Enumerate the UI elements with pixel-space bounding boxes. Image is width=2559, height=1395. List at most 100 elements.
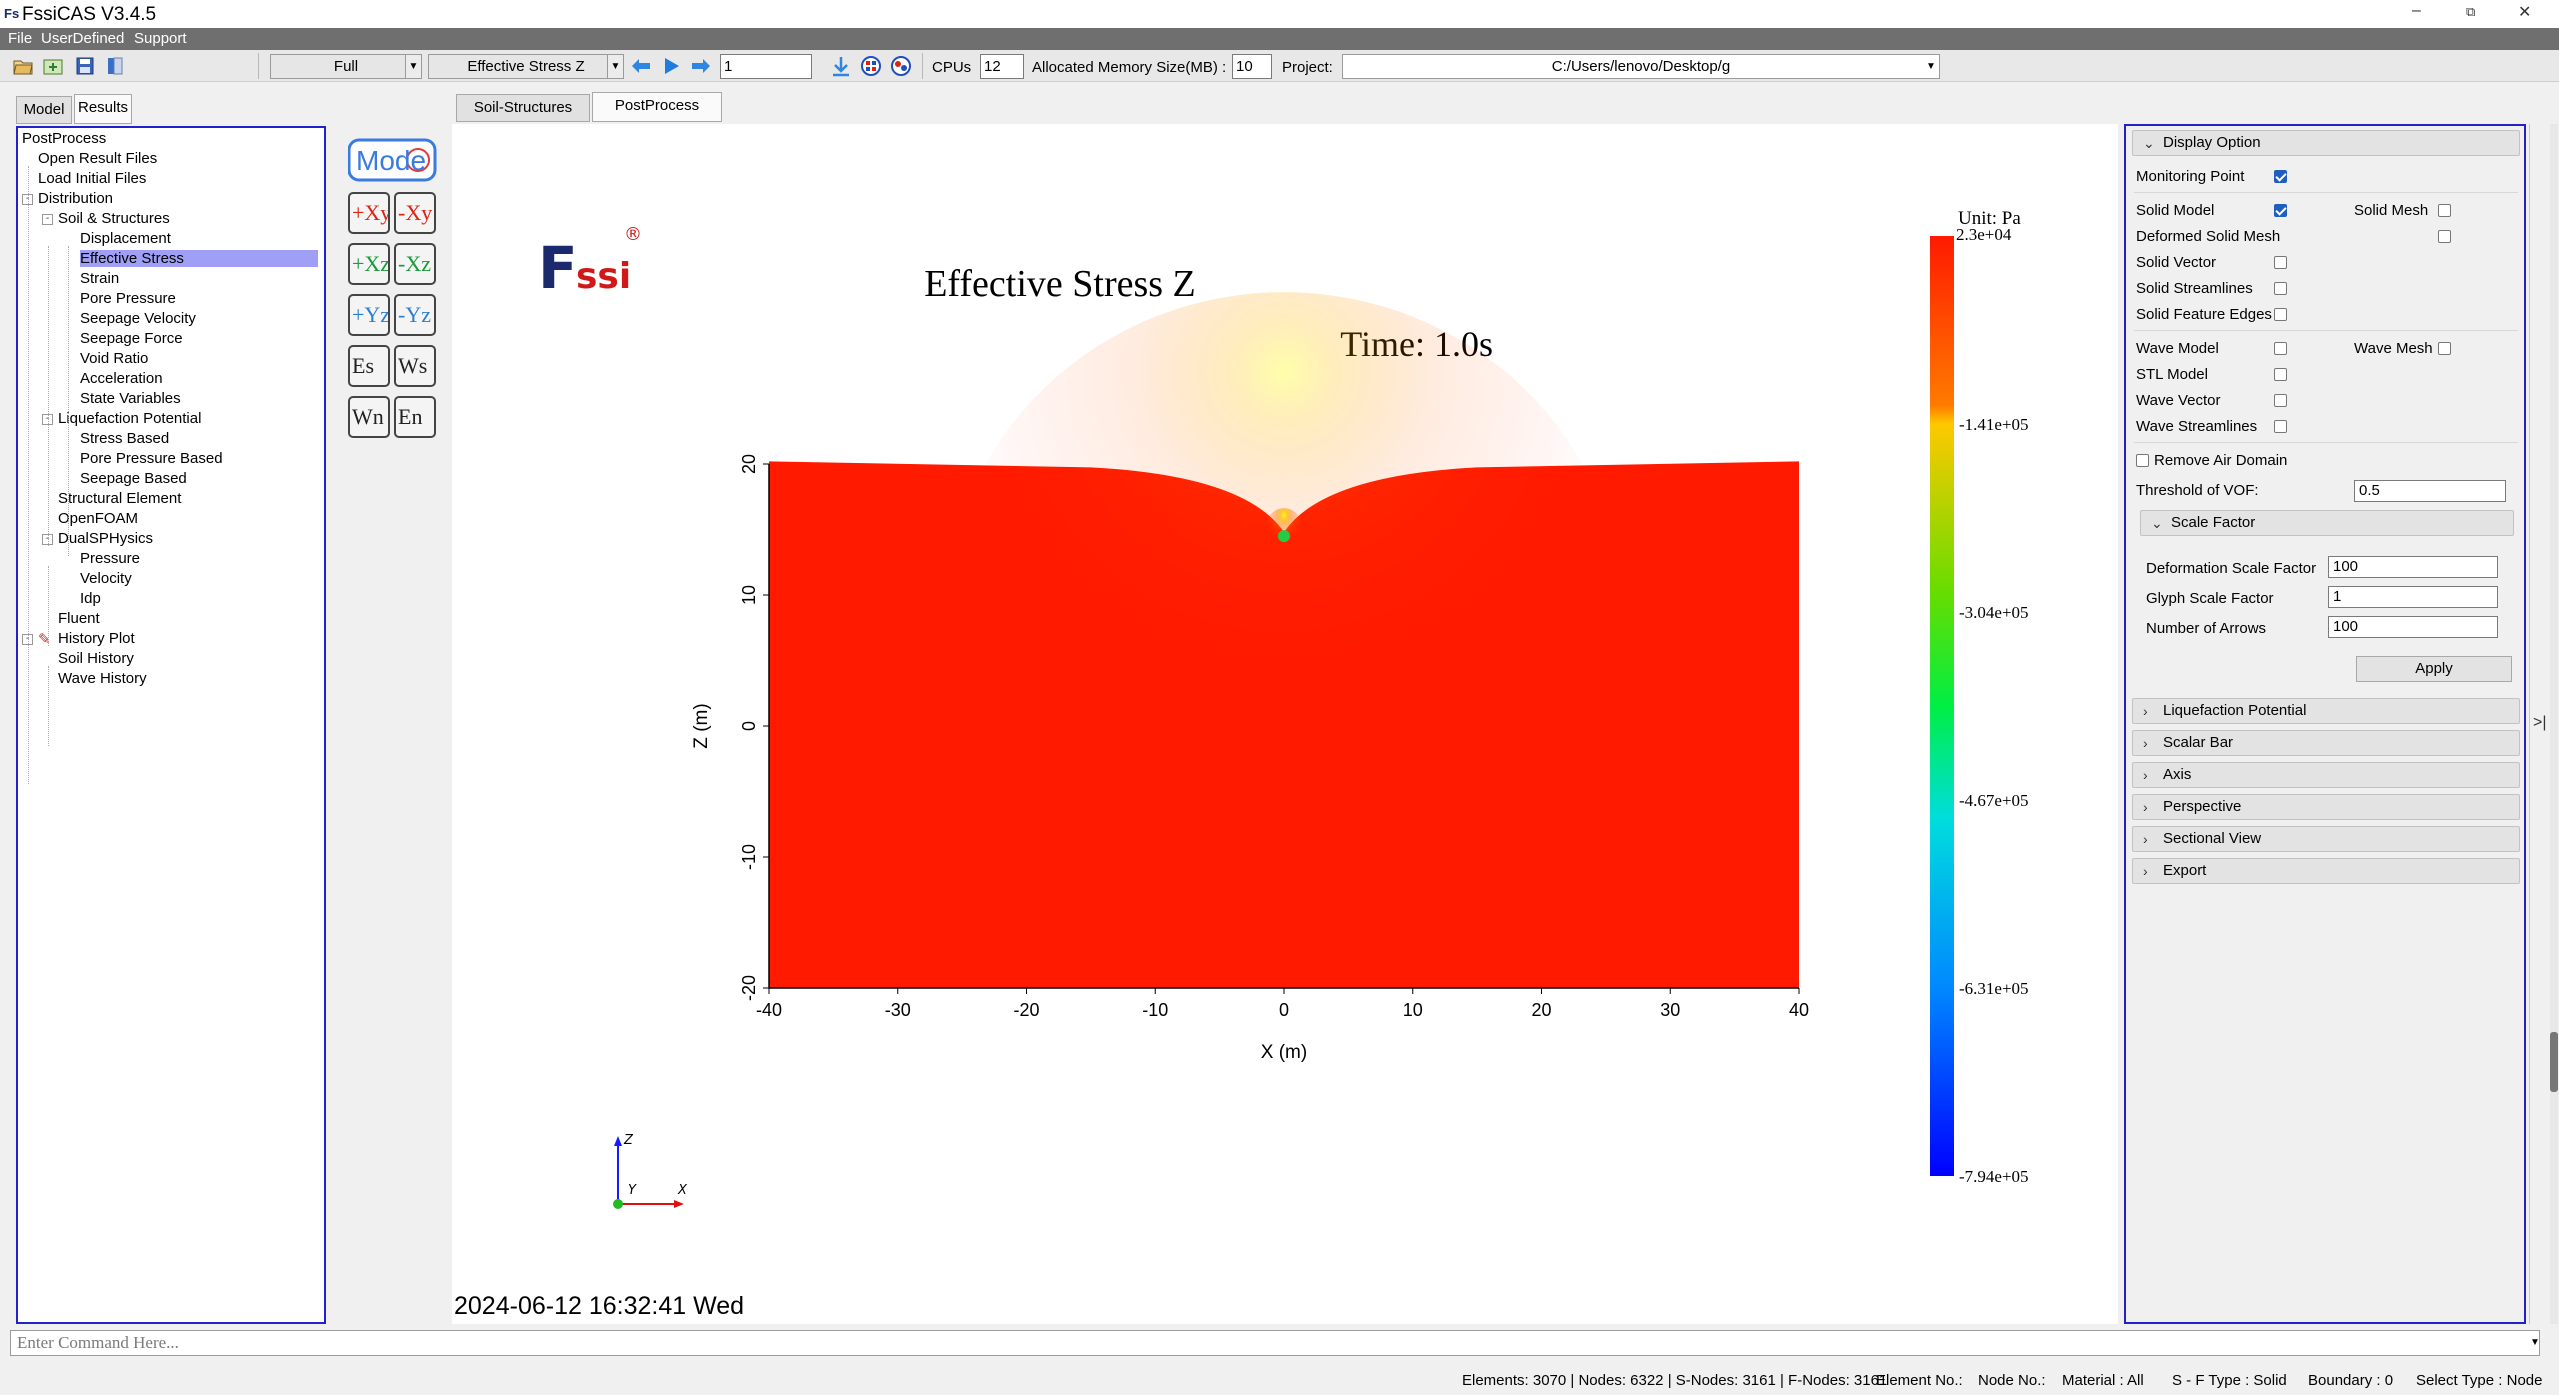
tree-expander-icon[interactable]: -: [22, 194, 33, 205]
step-input[interactable]: 1: [720, 54, 812, 79]
solid-mesh-checkbox[interactable]: [2438, 204, 2451, 217]
project-select[interactable]: C:/Users/lenovo/Desktop/g ▼: [1342, 54, 1940, 79]
layout-icon[interactable]: [104, 55, 126, 77]
minimize-icon[interactable]: –: [2412, 2, 2421, 19]
apply-button[interactable]: Apply: [2356, 656, 2512, 682]
monitoring-point-checkbox[interactable]: [2274, 170, 2287, 183]
field-select[interactable]: Effective Stress Z ▼: [428, 54, 624, 79]
menu-support[interactable]: Support: [134, 30, 187, 47]
deformation-scale-input[interactable]: 100: [2328, 556, 2498, 578]
tree-expander-icon[interactable]: -: [42, 414, 53, 425]
menu-file[interactable]: File: [8, 30, 33, 47]
tree-item[interactable]: Effective Stress: [80, 250, 318, 267]
solid-vector-checkbox[interactable]: [2274, 256, 2287, 269]
tree-item[interactable]: Pressure: [80, 550, 141, 567]
tree-item[interactable]: Displacement: [80, 230, 171, 247]
section-export[interactable]: › Export: [2132, 858, 2520, 884]
solid-model-checkbox[interactable]: [2274, 204, 2287, 217]
view-mode-select[interactable]: Full ▼: [270, 54, 422, 79]
view-button-xz-neg[interactable]: -Xz: [394, 243, 436, 285]
section-display-option[interactable]: ⌄ Display Option: [2132, 130, 2520, 156]
panel-collapse-strip[interactable]: >|: [2529, 124, 2547, 1324]
tree-item[interactable]: Seepage Based: [80, 470, 187, 487]
render-viewport[interactable]: F ssi ® Effective Stress Z Time: 1.0s -4…: [452, 124, 2118, 1324]
deformed-solid-mesh-checkbox[interactable]: [2438, 230, 2451, 243]
tree-item[interactable]: Velocity: [80, 570, 132, 587]
remove-air-domain-checkbox[interactable]: [2136, 454, 2149, 467]
view-button-xz[interactable]: +Xz: [348, 243, 390, 285]
tree-item[interactable]: Structural Element: [58, 490, 182, 507]
tree-item[interactable]: OpenFOAM: [58, 510, 139, 527]
tree-item[interactable]: Distribution: [38, 190, 114, 207]
tree-root[interactable]: PostProcess: [22, 130, 107, 147]
section-sectional-view[interactable]: › Sectional View: [2132, 826, 2520, 852]
solid-streamlines-checkbox[interactable]: [2274, 282, 2287, 295]
vertical-scrollbar[interactable]: [2550, 124, 2558, 1324]
solid-feature-edges-checkbox[interactable]: [2274, 308, 2287, 321]
command-input[interactable]: Enter Command Here...: [10, 1330, 2540, 1356]
tree-expander-icon[interactable]: -: [42, 534, 53, 545]
view-button-xy-neg[interactable]: -Xy: [394, 192, 436, 234]
tree-item[interactable]: Strain: [80, 270, 120, 287]
wave-vector-checkbox[interactable]: [2274, 394, 2287, 407]
wave-model-checkbox[interactable]: [2274, 342, 2287, 355]
view-button-yz-neg[interactable]: -Yz: [394, 294, 436, 336]
tree-item[interactable]: Load Initial Files: [38, 170, 147, 187]
tree-item[interactable]: Stress Based: [80, 430, 170, 447]
download-icon[interactable]: [830, 55, 852, 77]
save-icon[interactable]: [74, 55, 96, 77]
mode-button[interactable]: Mode: [348, 138, 438, 182]
tree-item[interactable]: Void Ratio: [80, 350, 149, 367]
step-forward-icon[interactable]: [690, 55, 712, 77]
play-icon[interactable]: [660, 55, 682, 77]
view-button-en[interactable]: En: [394, 396, 436, 438]
tree-item[interactable]: Pore Pressure: [80, 290, 176, 307]
tree-expander-icon[interactable]: -: [22, 634, 33, 645]
tree-item[interactable]: Acceleration: [80, 370, 163, 387]
wave-mesh-checkbox[interactable]: [2438, 342, 2451, 355]
memory-input[interactable]: 10: [1232, 54, 1272, 79]
threshold-vof-input[interactable]: 0.5: [2354, 480, 2506, 502]
section-scalar-bar[interactable]: › Scalar Bar: [2132, 730, 2520, 756]
section-scale-factor[interactable]: ⌄ Scale Factor: [2140, 510, 2514, 536]
wave-streamlines-checkbox[interactable]: [2274, 420, 2287, 433]
tab-postprocess[interactable]: PostProcess: [592, 92, 722, 122]
section-perspective[interactable]: › Perspective: [2132, 794, 2520, 820]
view-button-yz[interactable]: +Yz: [348, 294, 390, 336]
grid-view-icon[interactable]: [860, 55, 882, 77]
new-project-icon[interactable]: [42, 55, 64, 77]
close-icon[interactable]: ✕: [2518, 4, 2532, 21]
chevron-down-icon[interactable]: ▼: [2530, 1337, 2540, 1348]
view-button-es[interactable]: Es: [348, 345, 390, 387]
tree-item[interactable]: Idp: [80, 590, 101, 607]
stl-model-checkbox[interactable]: [2274, 368, 2287, 381]
tree-expander-icon[interactable]: -: [42, 214, 53, 225]
tree-item[interactable]: Soil & Structures: [58, 210, 170, 227]
tree-item[interactable]: Fluent: [58, 610, 100, 627]
number-of-arrows-input[interactable]: 100: [2328, 616, 2498, 638]
tree-item[interactable]: DualSPHysics: [58, 530, 154, 547]
glyph-scale-input[interactable]: 1: [2328, 586, 2498, 608]
section-axis[interactable]: › Axis: [2132, 762, 2520, 788]
tab-model[interactable]: Model: [16, 96, 72, 124]
tab-results[interactable]: Results: [74, 94, 132, 124]
tree-item[interactable]: Wave History: [58, 670, 147, 687]
view-button-ws[interactable]: Ws: [394, 345, 436, 387]
tree-item[interactable]: Seepage Force: [80, 330, 183, 347]
view-button-xy[interactable]: +Xy: [348, 192, 390, 234]
settings-view-icon[interactable]: [890, 55, 912, 77]
tree-item[interactable]: History Plot: [58, 630, 135, 647]
open-folder-icon[interactable]: [12, 55, 34, 77]
tree-item[interactable]: Soil History: [58, 650, 134, 667]
tree-item[interactable]: Pore Pressure Based: [80, 450, 223, 467]
tree-item[interactable]: State Variables: [80, 390, 181, 407]
tree-item[interactable]: Seepage Velocity: [80, 310, 196, 327]
step-back-icon[interactable]: [630, 55, 652, 77]
tree-item[interactable]: Liquefaction Potential: [58, 410, 202, 427]
view-button-wn[interactable]: Wn: [348, 396, 390, 438]
section-liquefaction-potential[interactable]: › Liquefaction Potential: [2132, 698, 2520, 724]
restore-icon[interactable]: ⧉: [2466, 4, 2476, 19]
tree-item[interactable]: Open Result Files: [38, 150, 158, 167]
menu-userdefined[interactable]: UserDefined: [41, 30, 125, 47]
cpus-input[interactable]: 12: [980, 54, 1024, 79]
